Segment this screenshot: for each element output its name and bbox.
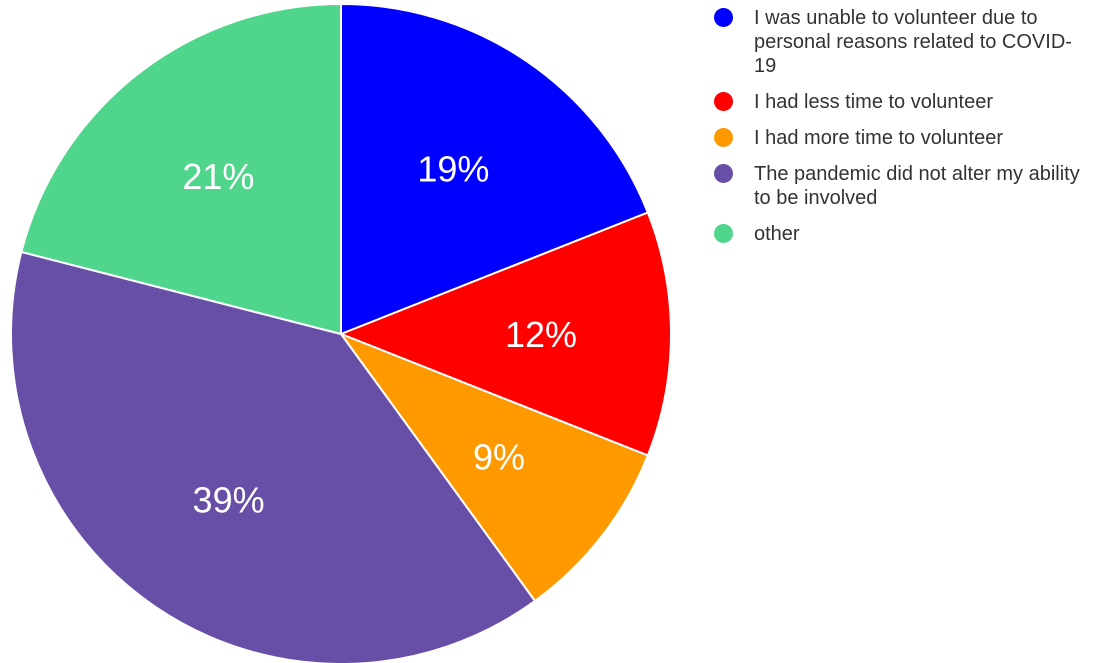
legend-label: I had less time to volunteer (754, 91, 994, 113)
pie-slices (10, 3, 672, 663)
legend-item-1: I was unable to volunteer due to persona… (714, 6, 1089, 78)
legend-label: other (754, 223, 800, 245)
legend-item-3: I had more time to volunteer (714, 126, 1089, 150)
legend-swatch (714, 92, 733, 111)
legend-swatch (714, 8, 733, 27)
pie-slice-4 (10, 250, 536, 663)
legend-label: The pandemic did not alter my ability to… (754, 163, 1080, 209)
legend-item-4: The pandemic did not alter my ability to… (714, 162, 1089, 210)
legend-swatch (714, 164, 733, 183)
pie-slice-label-5: 21% (182, 156, 254, 197)
legend-item-5: other (714, 222, 1089, 246)
pie-slice-labels: 19% 12% 9% 39% 21% (182, 149, 577, 521)
legend-item-2: I had less time to volunteer (714, 90, 1089, 114)
pie-slice-label-4: 39% (193, 479, 265, 520)
pie-slice-label-1: 19% (417, 149, 489, 190)
pie-slice-1 (340, 3, 649, 335)
legend-swatch (714, 224, 733, 243)
legend-label: I was unable to volunteer due to persona… (754, 7, 1072, 77)
pie-slice-2 (340, 211, 672, 457)
legend-label: I had more time to volunteer (754, 127, 1004, 149)
legend-swatch (714, 128, 733, 147)
pie-slice-label-3: 9% (473, 437, 525, 478)
pie-slice-label-2: 12% (505, 314, 577, 355)
pie-slice-3 (340, 333, 649, 602)
chart-legend: I was unable to volunteer due to persona… (714, 6, 1089, 258)
pie-slice-5 (20, 3, 342, 335)
